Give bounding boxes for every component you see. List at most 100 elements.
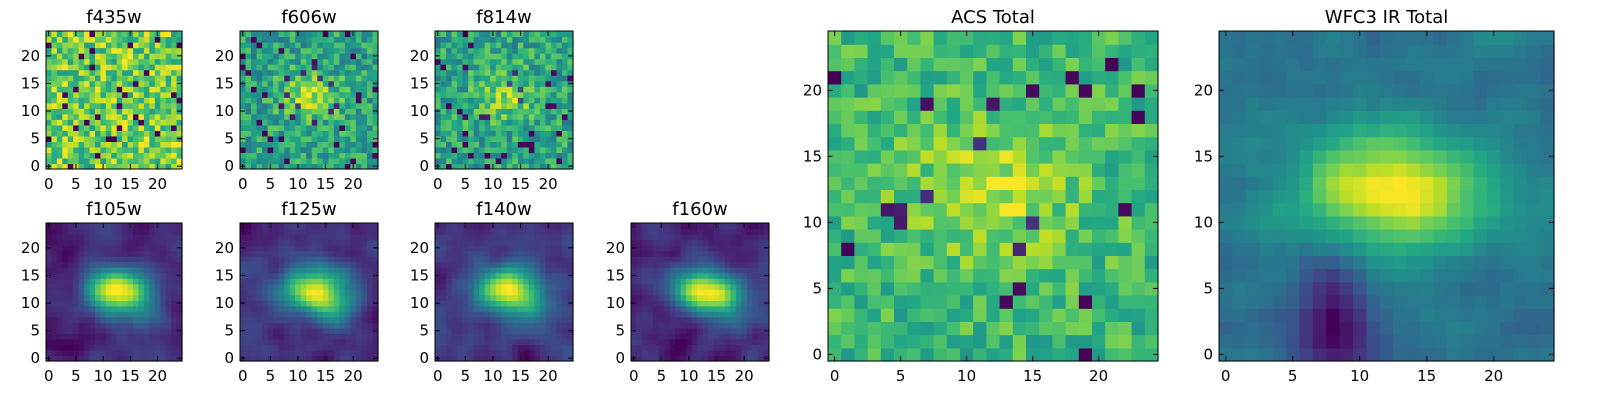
heatmap-cell (78, 228, 85, 235)
heatmap-cell (273, 355, 280, 362)
heatmap-cell (1012, 347, 1027, 362)
heatmap-cell (116, 36, 123, 43)
heatmap-cell (111, 47, 118, 54)
heatmap-cell (89, 124, 96, 131)
heatmap-cell (133, 42, 140, 49)
heatmap-cell (89, 300, 96, 307)
heatmap-cell (94, 97, 101, 104)
heatmap-cell (1026, 229, 1040, 243)
heatmap-cell (669, 311, 676, 318)
heatmap-cell (653, 300, 660, 307)
heatmap-cell (501, 300, 508, 307)
heatmap-cell (138, 146, 145, 154)
heatmap-cell (267, 267, 274, 274)
heatmap-cell (328, 322, 335, 329)
heatmap-cell (724, 294, 731, 301)
heatmap-cell (567, 130, 574, 137)
heatmap-cell (473, 86, 480, 93)
heatmap-cell (149, 75, 156, 82)
heatmap-cell (1092, 163, 1106, 177)
heatmap-cell (245, 305, 252, 312)
heatmap-cell (841, 202, 855, 217)
heatmap-cell (143, 108, 150, 115)
heatmap-cell (311, 245, 318, 252)
heatmap-cell (78, 58, 85, 65)
heatmap-cell (116, 130, 123, 137)
heatmap-cell (567, 261, 574, 268)
heatmap-cell (251, 349, 258, 357)
heatmap-cell (317, 322, 324, 329)
heatmap-cell (550, 42, 558, 49)
heatmap-cell (138, 152, 145, 159)
heatmap-cell (295, 305, 302, 312)
heatmap-cell (46, 113, 53, 120)
heatmap-cell (539, 69, 546, 76)
heatmap-cell (350, 152, 357, 159)
heatmap-cell (256, 278, 263, 285)
heatmap-cell (149, 283, 156, 290)
heatmap-cell (631, 278, 638, 285)
heatmap-cell (67, 130, 74, 137)
heatmap-cell (550, 333, 558, 340)
heatmap-cell (440, 97, 447, 104)
heatmap-cell (1092, 268, 1106, 283)
heatmap-cell (295, 289, 302, 296)
heatmap-cell (133, 305, 140, 312)
heatmap-cell (240, 322, 247, 329)
heatmap-cell (84, 64, 91, 71)
heatmap-cell (306, 91, 313, 98)
y-tick-label: 15 (410, 74, 429, 92)
heatmap-cell (267, 42, 274, 49)
heatmap-cell (256, 300, 263, 307)
heatmap-cell (105, 327, 112, 334)
heatmap-cell (735, 311, 742, 318)
heatmap-cell (350, 135, 357, 142)
heatmap-cell (894, 202, 908, 217)
heatmap-cell (143, 327, 150, 334)
heatmap-cell (658, 228, 665, 235)
heatmap-cell (273, 86, 280, 93)
heatmap-cell (245, 278, 252, 285)
heatmap-cell (653, 305, 660, 312)
heatmap-cell (278, 163, 285, 170)
heatmap-cell (165, 261, 172, 268)
heatmap-cell (311, 91, 318, 98)
heatmap-cell (631, 234, 638, 241)
heatmap-cell (122, 141, 129, 148)
heatmap-cell (550, 267, 558, 274)
heatmap-cell (160, 91, 167, 98)
heatmap-cell (122, 305, 129, 312)
heatmap-cell (111, 355, 118, 362)
heatmap-cell (484, 355, 491, 362)
heatmap-cell (658, 283, 665, 290)
heatmap-cell (561, 102, 569, 109)
heatmap-cell (84, 152, 91, 159)
heatmap-cell (165, 86, 172, 93)
heatmap-cell (746, 223, 754, 230)
heatmap-cell (350, 283, 357, 290)
heatmap-cell (741, 316, 748, 323)
heatmap-cell (702, 283, 709, 290)
heatmap-cell (763, 283, 770, 290)
heatmap-cell (457, 141, 464, 148)
heatmap-cell (105, 223, 112, 230)
heatmap-cell (366, 42, 374, 49)
heatmap-cell (757, 272, 765, 279)
heatmap-cell (111, 119, 118, 126)
heatmap-cell (708, 250, 715, 257)
heatmap-cell (473, 261, 480, 268)
heatmap-cell (361, 316, 368, 323)
heatmap-cell (78, 69, 85, 76)
heatmap-cell (284, 228, 291, 235)
heatmap-cell (1078, 176, 1093, 190)
heatmap-cell (1026, 334, 1040, 349)
heatmap-cell (691, 256, 698, 263)
heatmap-cell (273, 36, 280, 43)
heatmap-cell (556, 256, 563, 263)
heatmap-cell (278, 289, 285, 296)
heatmap-cell (999, 215, 1014, 230)
heatmap-cell (446, 322, 453, 329)
heatmap-cell (62, 327, 69, 334)
heatmap-cell (556, 278, 563, 285)
heatmap-cell (960, 163, 974, 177)
